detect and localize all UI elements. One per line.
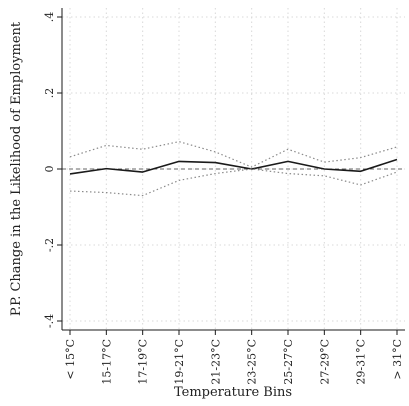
x-axis-title: Temperature Bins <box>174 385 292 400</box>
y-axis-title: P.P. Change in the Likelihood of Employm… <box>9 21 24 316</box>
y-tick-label: 0 <box>43 166 56 173</box>
x-tick-label: 23-25°C <box>246 339 259 385</box>
y-tick-label: -.4 <box>43 314 56 328</box>
x-tick-label: < 15°C <box>64 339 77 380</box>
x-tick-label: 29-31°C <box>355 339 368 385</box>
axis-layer: -.4 -.2 0 .2 .4 < 15°C 15-17°C 17-19°C 19-21°C 21… <box>43 8 405 385</box>
x-tick-label: > 31°C <box>391 339 404 380</box>
y-tick-label: -.2 <box>43 238 56 252</box>
x-tick-label: 27-29°C <box>318 339 331 385</box>
x-tick-label: 25-27°C <box>282 339 295 385</box>
series-line-upper-bound <box>69 141 398 168</box>
x-tick-label: 19-21°C <box>173 339 186 385</box>
y-tick-label: .4 <box>43 12 56 23</box>
x-tick-label: 21-23°C <box>209 339 222 385</box>
x-tick-label: 15-17°C <box>100 339 113 385</box>
x-tick-label: 17-19°C <box>137 339 150 385</box>
y-tick-label: .2 <box>43 88 56 99</box>
series-layer <box>69 141 398 197</box>
series-line-estimate <box>69 158 398 175</box>
